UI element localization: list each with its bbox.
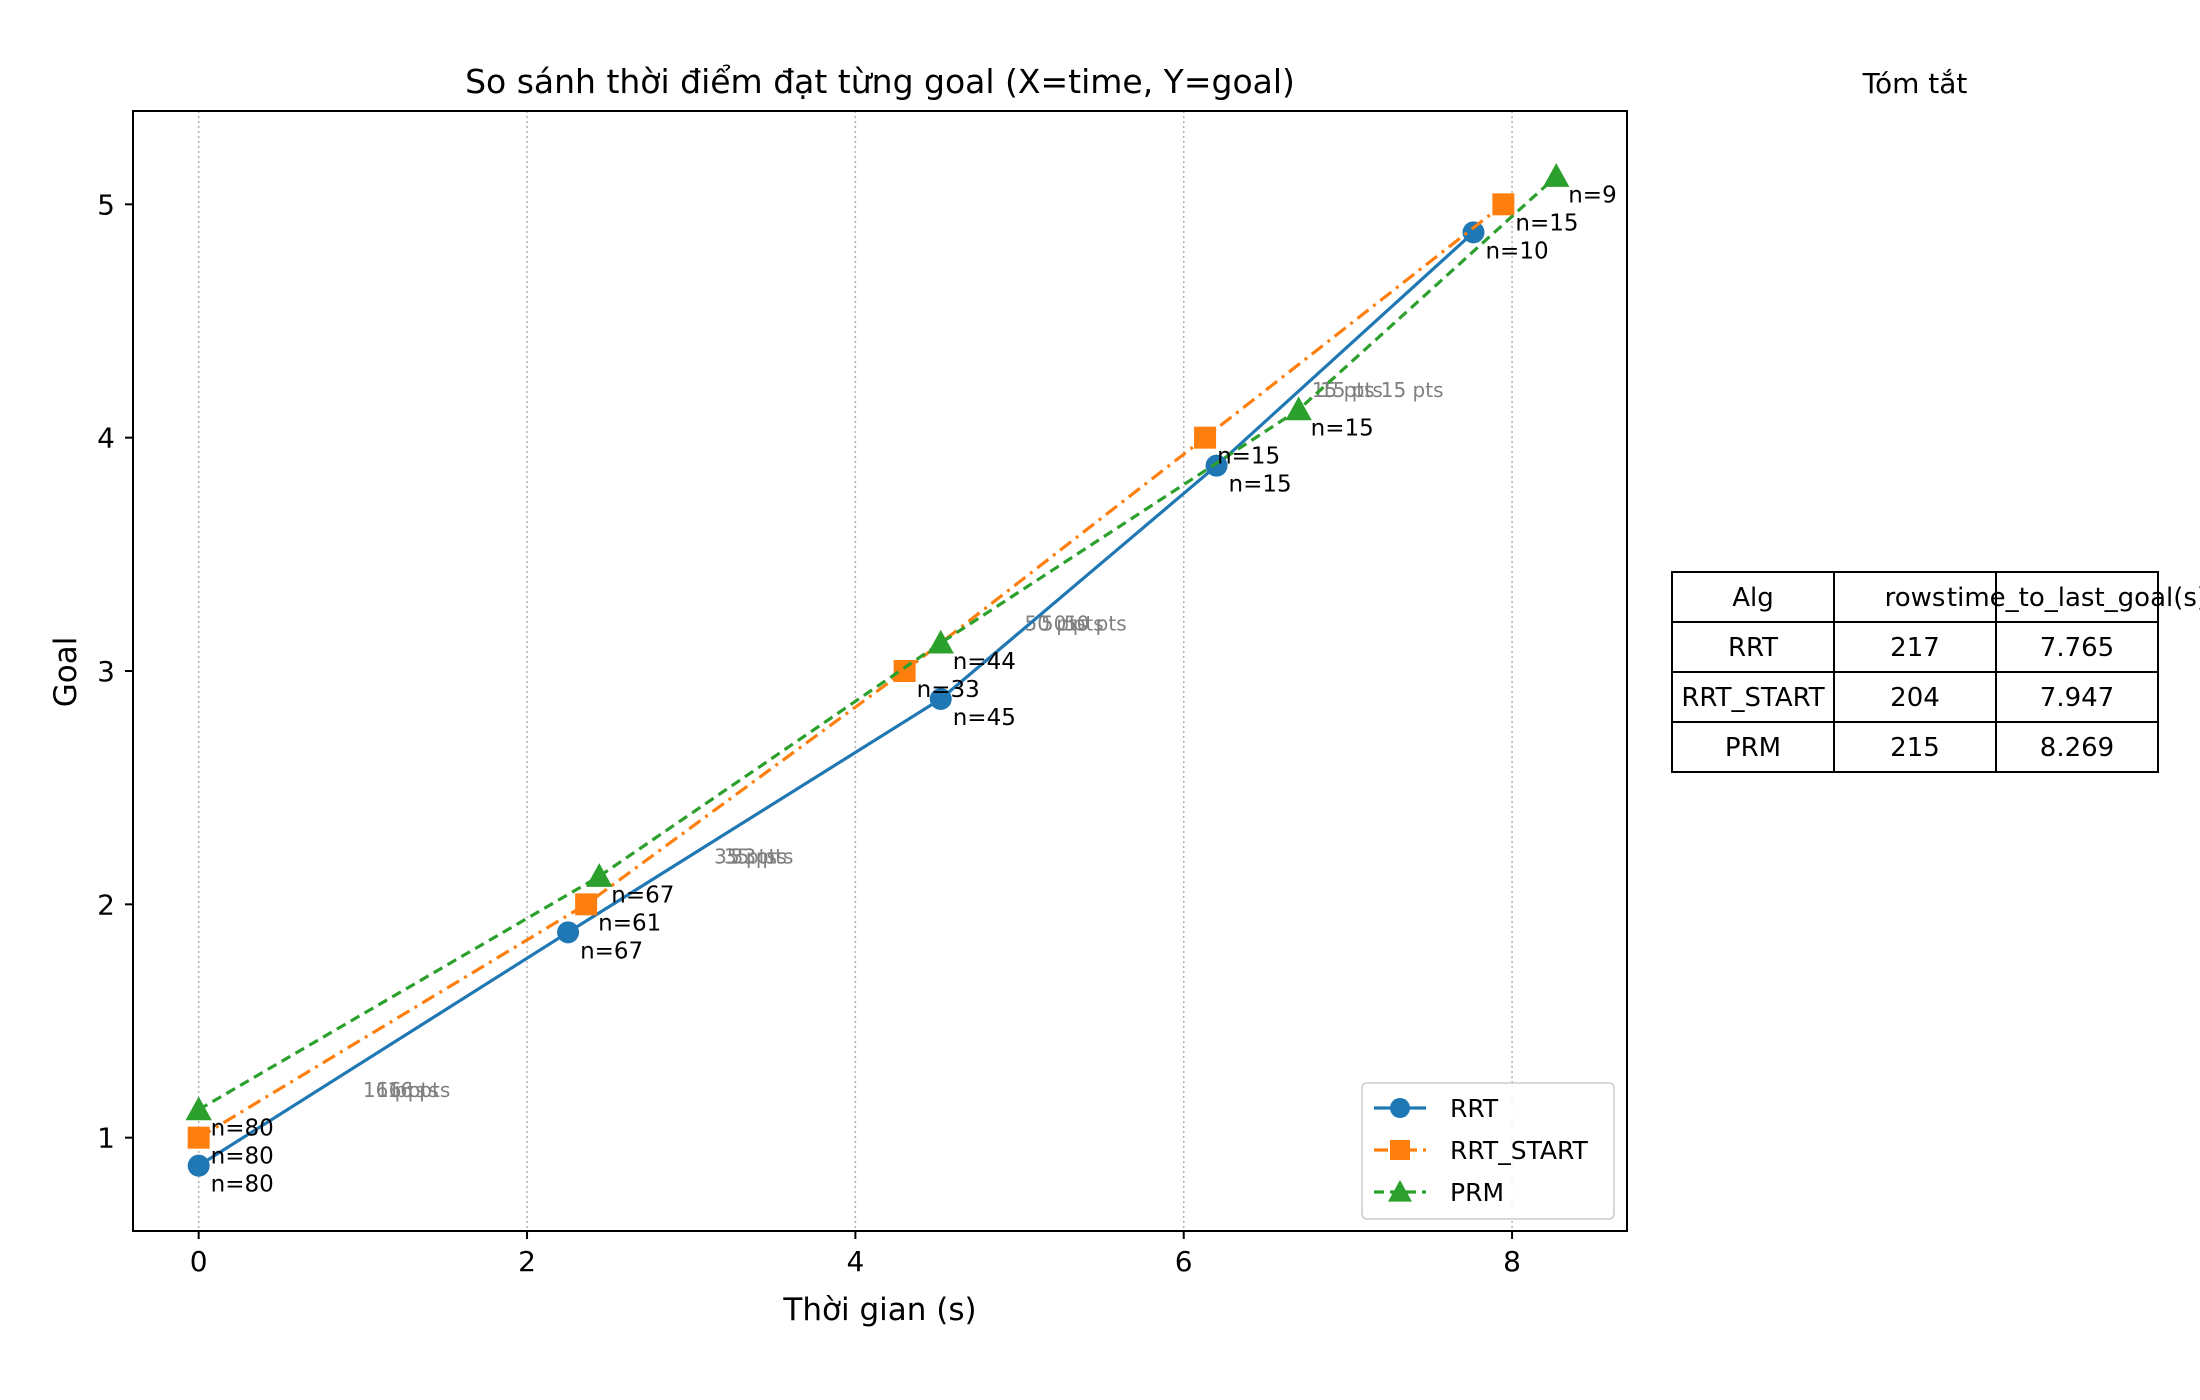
data-point [187,1126,210,1149]
data-point [1285,396,1312,421]
x-tick-label: 0 [190,1245,208,1278]
point-label: n=10 [1485,238,1548,264]
legend-box [1361,1082,1615,1220]
data-point [185,1096,212,1121]
legend-marker [1390,1098,1410,1118]
point-label: n=33 [917,677,980,703]
data-point [557,921,580,944]
y-tick-label: 2 [97,888,115,921]
table-header: rows [1885,583,1946,613]
table-cell [1995,571,2159,623]
segment-annotation: 15 pts [1381,378,1444,402]
point-label: n=44 [953,649,1016,675]
table-header: Alg [1732,583,1774,613]
y-tick-label: 3 [97,655,115,688]
point-label: n=45 [953,705,1016,731]
segment-annotation: 35 pts [714,845,777,869]
series-prm [185,163,1570,1121]
table-cell [1833,671,1997,723]
axes: 0 2 4 6 8 1 2 3 4 5 [97,110,1628,1278]
x-tick-label: 8 [1503,1245,1521,1278]
summary-title: Tóm tắt [1862,67,1968,100]
point-label: n=15 [1217,444,1280,470]
y-tick-label: 5 [97,188,115,221]
table-cell [1995,671,2159,723]
segment-annotation: 16 pts [376,1078,439,1102]
chart-title: So sánh thời điểm đạt từng goal (X=time,… [465,62,1295,101]
table-value: 204 [1890,683,1940,713]
segment-annotation: 50 pts [1024,611,1087,635]
series-rrt [187,221,1485,1177]
segment-annotation: 50 pts [1041,611,1104,635]
y-tick-label: 1 [97,1122,115,1155]
point-label: n=15 [1311,416,1374,442]
y-axis-label: Goal [48,637,84,708]
series-layer [185,163,1570,1177]
x-tick-label: 2 [518,1245,536,1278]
series-line [197,175,1558,1112]
data-point [187,1154,210,1177]
table-cell [1833,621,1997,673]
segment-annotation: 50 pts [1064,611,1127,635]
point-label: n=15 [1515,210,1578,236]
data-point [575,893,598,916]
point-label: n=67 [580,938,643,964]
legend-label: RRT [1450,1094,1499,1123]
point-label: n=80 [211,1144,274,1170]
data-point [1205,454,1228,477]
point-label: n=9 [1568,182,1616,208]
data-point [1462,221,1485,244]
segment-annotation: 35 pts [724,845,787,869]
grid [197,111,1513,1231]
table-value: 217 [1890,633,1940,663]
table-header: time_to_last_goal(s) [1947,583,2200,613]
table-cell [1671,671,1835,723]
legend: RRT RRT_START PRM [1361,1082,1615,1220]
x-tick-label: 6 [1175,1245,1193,1278]
table-cell [1833,721,1997,773]
segment-annotation: 33 pts [731,845,794,869]
data-point [929,688,952,710]
table-value: PRM [1725,733,1781,763]
table-cell [1833,571,1997,623]
y-tick-label: 4 [97,422,115,455]
data-point [1194,426,1217,449]
x-tick-label: 4 [846,1245,864,1278]
segment-annotation: 16 pts [363,1078,426,1102]
series-rrt-start [187,193,1515,1149]
summary-table: Alg rows time_to_last_goal(s) RRT 217 7.765 RR… [1671,571,2200,773]
point-label: n=61 [598,910,661,936]
data-point [586,863,613,887]
legend-label: RRT_START [1450,1136,1589,1165]
legend-marker [1390,1140,1410,1160]
point-label: n=67 [611,882,674,908]
table-cell [1995,721,2159,773]
data-point [927,629,954,654]
point-label: n=15 [1229,472,1292,498]
data-point [893,660,916,682]
table-value: RRT_START [1681,683,1824,713]
legend-label: PRM [1450,1178,1504,1207]
data-point [1492,193,1515,216]
table-value: 7.947 [2040,683,2114,713]
point-label: n=80 [211,1116,274,1142]
table-value: RRT [1728,633,1778,663]
segment-annotation: 16 pts [387,1078,450,1102]
legend-marker [1388,1180,1412,1202]
table-value: 7.765 [2040,633,2114,663]
table-value: 215 [1890,733,1940,763]
point-labels: n=80n=67n=45n=15n=10n=80n=61n=33n=15n=15… [211,182,1617,1197]
x-axis-label: Thời gian (s) [782,1292,976,1328]
table-value: 8.269 [2040,733,2114,763]
data-point [1543,163,1570,187]
point-label: n=80 [211,1172,274,1198]
